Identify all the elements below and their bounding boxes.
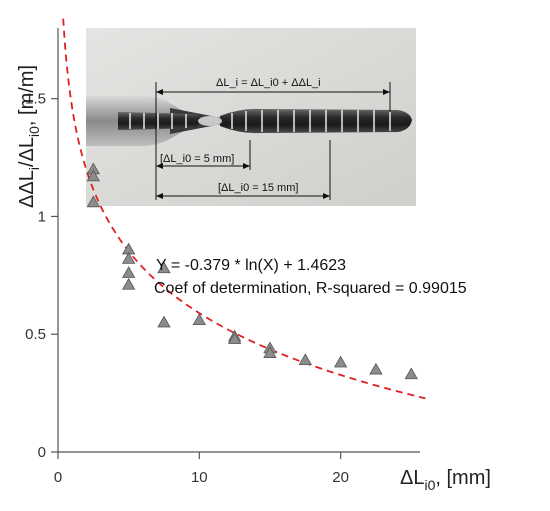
data-point [333,355,348,368]
y-axis-title: ΔΔLi/ΔLi0, [m/m] [16,65,42,208]
data-point [86,169,101,182]
data-point [121,266,136,278]
x-tick-label: 10 [191,469,208,486]
data-point [298,353,312,366]
data-point [192,313,206,325]
y-tick-label: 0 [38,444,46,461]
fit-curve [62,18,426,400]
data-point [227,332,242,344]
y-tick-label: 1.5 [25,91,46,108]
photo-label-total: ΔL_i = ΔL_i0 + ΔΔL_i [216,77,321,89]
photo-label-15mm: [ΔL_i0 = 15 mm] [218,182,298,194]
data-point [157,315,171,328]
x-tick-label: 0 [54,469,62,486]
x-axis-title: ΔLi0, [mm] [400,467,491,493]
data-point [157,261,171,274]
y-tick-label: 0.5 [25,326,46,343]
r-squared-label: Coef of determination, R-squared = 0.990… [154,280,467,297]
axis-ticks: 0 10 20 0 0.5 1 1.5 [25,91,349,486]
specimen-photo: ΔL_i = ΔL_i0 + ΔΔL_i [ΔL_i0 = 5 mm] [ΔL_… [86,28,416,206]
y-tick-label: 1 [38,208,46,225]
x-tick-label: 20 [332,469,349,486]
data-point [369,362,383,375]
data-point [86,195,101,208]
data-point [404,367,418,380]
data-points [86,162,418,380]
data-point [121,252,136,264]
photo-label-5mm: [ΔL_i0 = 5 mm] [160,153,234,165]
data-point [121,277,136,290]
data-point [263,346,277,358]
equation-label: Y = -0.379 * ln(X) + 1.4623 [156,257,346,274]
